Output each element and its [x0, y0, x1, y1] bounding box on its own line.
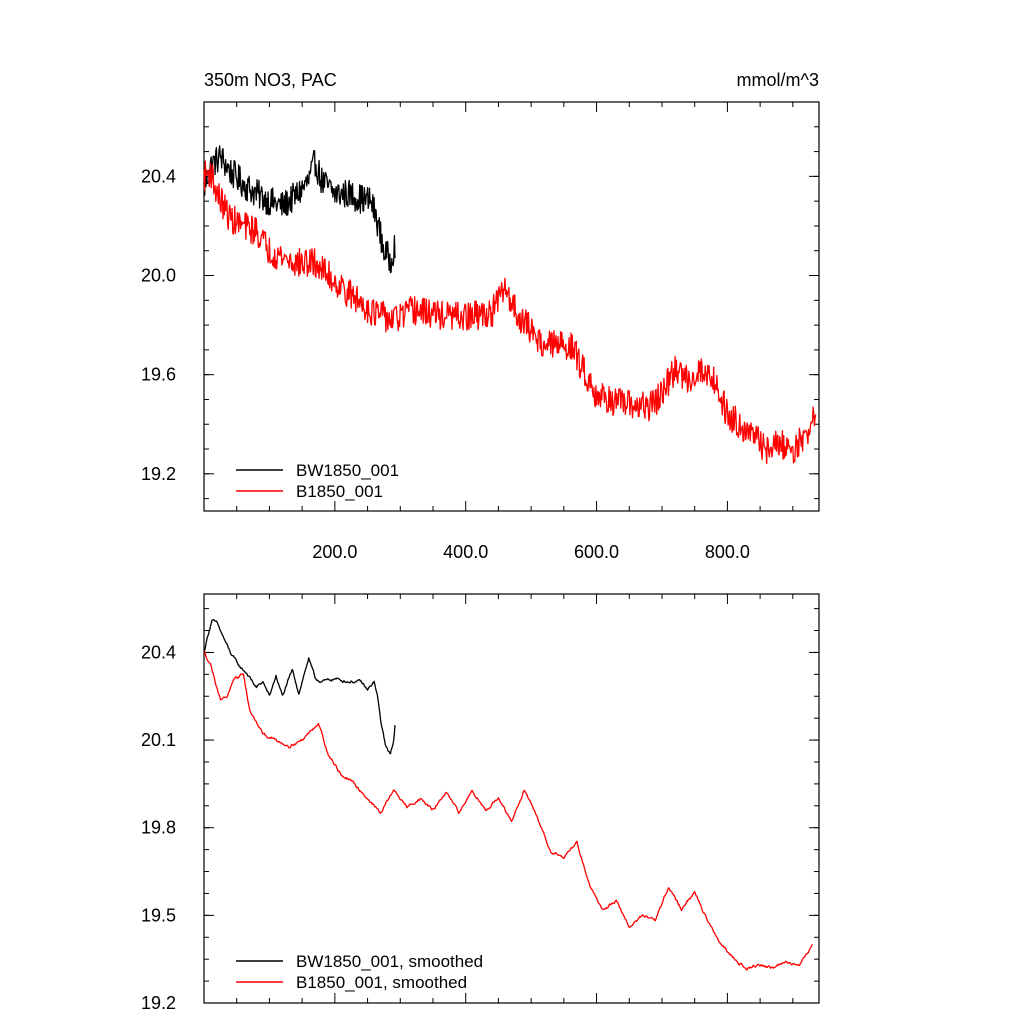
y-tick-label: 19.8 [141, 818, 176, 838]
series-line-b1850-001-smoothed [203, 651, 813, 971]
y-tick-label: 19.2 [141, 464, 176, 484]
chart-title: 350m NO3, PAC [204, 70, 337, 90]
x-tick-label: 200.0 [312, 542, 357, 562]
plot-frame [203, 593, 820, 1004]
y-tick-label: 20.4 [141, 166, 176, 186]
y-tick-label: 20.4 [141, 642, 176, 662]
legend-label-bw1850-smoothed: BW1850_001, smoothed [296, 952, 483, 971]
series-lines [203, 619, 813, 971]
legend-label-b1850-smoothed: B1850_001, smoothed [296, 973, 467, 992]
bottom-panel: 19.2 19.5 19.8 20.1 20.4 BW1850_001, smoothe… [141, 593, 820, 1013]
y-tick-label: 20.1 [141, 730, 176, 750]
x-tick-label: 600.0 [574, 542, 619, 562]
series-lines [203, 145, 817, 465]
series-line-b1850-001 [203, 160, 817, 465]
series-line-bw1850-001-smoothed [203, 619, 396, 755]
x-tick-label: 800.0 [705, 542, 750, 562]
legend-label-bw1850: BW1850_001 [296, 461, 399, 480]
y-tick-label: 19.6 [141, 365, 176, 385]
legend-label-b1850: B1850_001 [296, 482, 383, 501]
top-panel: 350m NO3, PAC mmol/m^3 200.0 400.0 600.0 80… [141, 70, 820, 562]
y-tick-label: 20.0 [141, 266, 176, 286]
axis-ticks: 200.0 400.0 600.0 800.0 19.2 19.6 20.0 20.4 [141, 101, 819, 562]
units-label: mmol/m^3 [737, 70, 819, 90]
plot-frame [203, 101, 820, 512]
series-line-bw1850-001 [203, 145, 396, 274]
y-tick-label: 19.5 [141, 905, 176, 925]
legend: BW1850_001, smoothed B1850_001, smoothed [236, 952, 483, 992]
legend: BW1850_001 B1850_001 [236, 461, 399, 501]
y-tick-label: 19.2 [141, 993, 176, 1013]
x-tick-label: 400.0 [443, 542, 488, 562]
axis-ticks: 19.2 19.5 19.8 20.1 20.4 [141, 594, 819, 1013]
